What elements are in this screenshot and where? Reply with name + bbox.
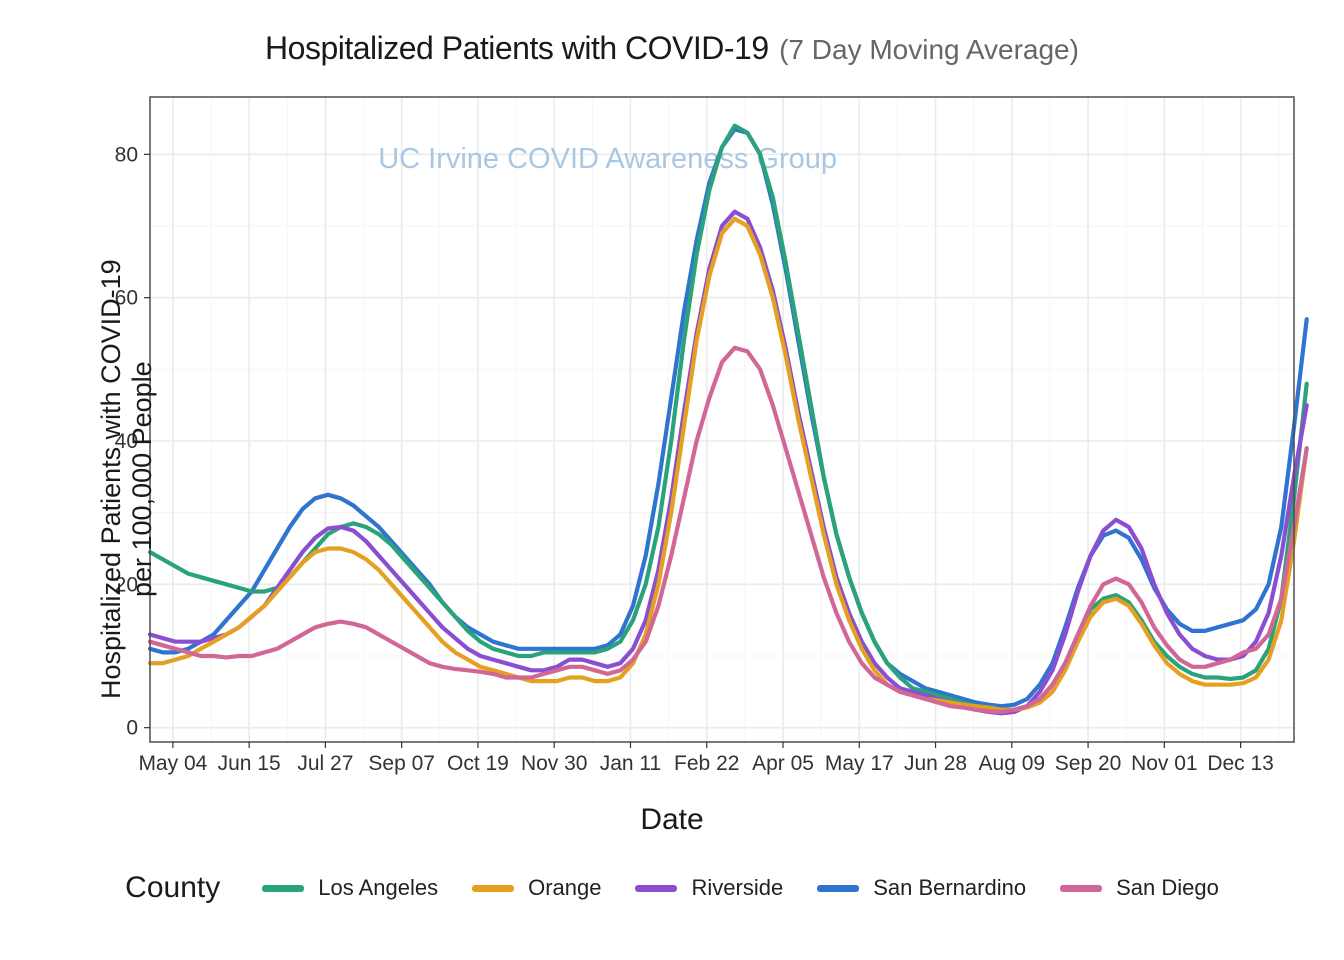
svg-text:Jul 27: Jul 27 [297,752,353,775]
legend-swatch [262,885,304,892]
legend-label: Riverside [691,875,783,901]
svg-text:Sep 07: Sep 07 [368,752,435,775]
y-axis-label: Hospitalized Patients with COVID-19per 1… [34,259,220,699]
svg-text:UC Irvine COVID Awareness Grou: UC Irvine COVID Awareness Group [378,143,837,175]
legend-label: San Diego [1116,875,1219,901]
legend-swatch [635,885,677,892]
legend-label: San Bernardino [873,875,1026,901]
legend-swatch [472,885,514,892]
svg-text:Nov 30: Nov 30 [521,752,588,775]
svg-text:Feb 22: Feb 22 [674,752,739,775]
svg-text:80: 80 [115,143,138,166]
chart-container: Hospitalized Patients with COVID-19 (7 D… [0,0,1344,960]
svg-text:Jan 11: Jan 11 [600,752,662,775]
legend-item: San Bernardino [817,875,1026,901]
legend-title: County [125,871,220,905]
svg-text:May 04: May 04 [138,752,207,775]
legend-item: Los Angeles [262,875,438,901]
svg-text:Aug 09: Aug 09 [979,752,1046,775]
svg-text:Apr 05: Apr 05 [752,752,814,775]
legend-label: Los Angeles [318,875,438,901]
svg-text:Sep 20: Sep 20 [1055,752,1122,775]
svg-text:May 17: May 17 [825,752,894,775]
chart-title: Hospitalized Patients with COVID-19 [265,30,769,66]
legend-swatch [817,885,859,892]
legend-item: San Diego [1060,875,1219,901]
legend-item: Orange [472,875,601,901]
svg-text:Dec 13: Dec 13 [1207,752,1274,775]
svg-text:Nov 01: Nov 01 [1131,752,1198,775]
svg-text:Jun 28: Jun 28 [904,752,967,775]
plot-frame: Hospitalized Patients with COVID-19per 1… [30,77,1314,837]
x-axis-label: Date [30,803,1314,837]
legend-item: Riverside [635,875,783,901]
svg-text:Oct 19: Oct 19 [447,752,509,775]
plot-svg: UC Irvine COVID Awareness Group020406080… [30,77,1314,797]
chart-title-row: Hospitalized Patients with COVID-19 (7 D… [30,30,1314,67]
chart-subtitle: (7 Day Moving Average) [779,34,1079,65]
svg-text:0: 0 [126,717,138,740]
legend-swatch [1060,885,1102,892]
legend-label: Orange [528,875,601,901]
svg-text:Jun 15: Jun 15 [218,752,281,775]
legend: County Los Angeles Orange Riverside San Ber… [30,871,1314,905]
